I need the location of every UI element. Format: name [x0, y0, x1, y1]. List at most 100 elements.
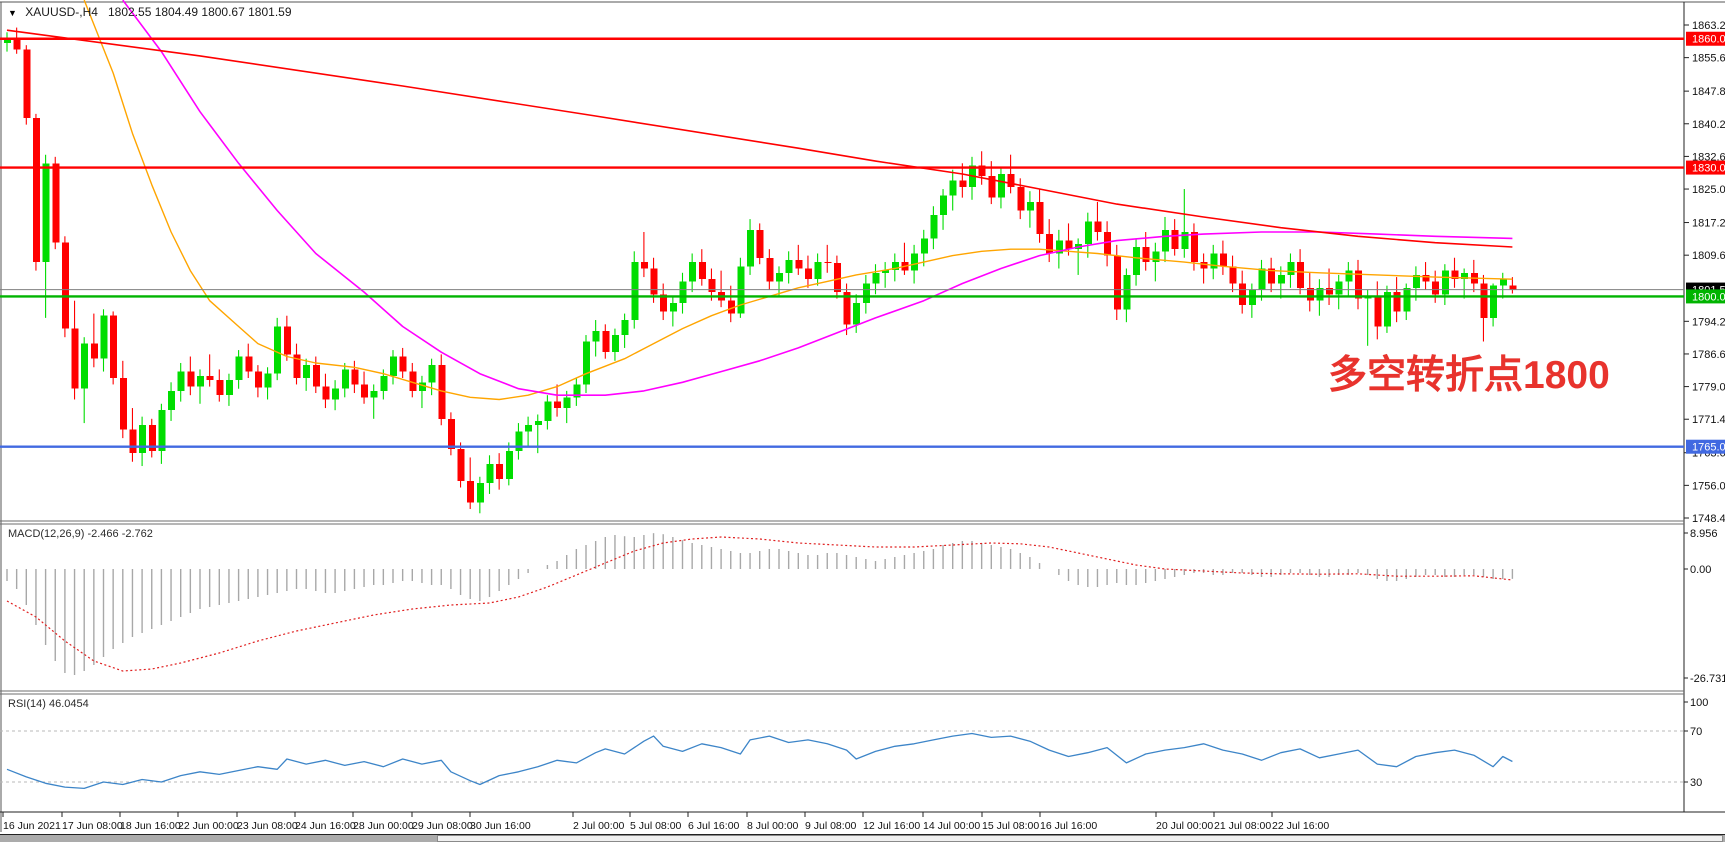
candle-body [235, 356, 243, 381]
candle-body [13, 37, 21, 50]
candle-body [1335, 281, 1343, 295]
candle-body [1239, 283, 1247, 305]
price-level-box-label: 1860.00 [1692, 34, 1725, 46]
time-tick-label: 24 Jun 16:00 [295, 820, 356, 832]
price-tick-label: 1786.60 [1692, 349, 1725, 361]
candle-body [978, 165, 986, 177]
candle-body [293, 354, 301, 378]
candle-body [1432, 281, 1440, 295]
candle-body [1152, 251, 1160, 263]
scrollbar-thumb[interactable] [437, 835, 1723, 842]
ma-long-red [6, 29, 1513, 248]
candle-body [1297, 262, 1305, 288]
candle-body [1277, 274, 1285, 284]
candle-body [853, 302, 861, 325]
candle-body [322, 386, 330, 400]
candle-body [1094, 221, 1102, 232]
candle-body [1461, 272, 1469, 280]
candle-body [341, 369, 349, 389]
price-tick-label: 1840.20 [1692, 119, 1725, 131]
candle-body [496, 463, 504, 479]
price-level-box-label: 1800.00 [1692, 291, 1725, 303]
time-tick-label: 17 Jun 08:00 [62, 820, 123, 832]
candle-body [71, 328, 79, 389]
candle-body [631, 262, 639, 321]
candle-body [708, 279, 716, 293]
candle-body [727, 300, 735, 314]
candle-body [650, 268, 658, 295]
candle-body [573, 384, 581, 398]
candle-body [303, 365, 311, 378]
candle-body [457, 448, 465, 482]
candle-body [997, 174, 1005, 198]
candle-body [1036, 201, 1044, 235]
price-level-box-label: 1830.00 [1692, 163, 1725, 175]
candle-body [747, 229, 755, 267]
candle-body [380, 375, 388, 391]
candle-body [1007, 174, 1015, 187]
candle-body [843, 292, 851, 325]
candle-body [1084, 221, 1092, 245]
candle-body [1123, 274, 1131, 310]
time-tick-label: 18 Jun 16:00 [120, 820, 181, 832]
candle-body [1258, 268, 1266, 290]
candle-body [862, 283, 870, 303]
price-tick-label: 1817.20 [1692, 218, 1725, 230]
price-level-box [1686, 160, 1725, 175]
time-tick-label: 21 Jul 08:00 [1214, 820, 1271, 832]
candle-body [1374, 296, 1382, 327]
candle-body [824, 262, 832, 264]
candle-body [534, 420, 542, 426]
candle-body [245, 356, 253, 372]
candle-body [129, 429, 137, 454]
time-tick-label: 9 Jul 08:00 [805, 820, 857, 832]
ma-mid-magenta [122, 0, 1513, 396]
candle-body [351, 369, 359, 385]
candle-body [911, 253, 919, 271]
candle-body [1046, 234, 1054, 254]
candle-body [882, 269, 890, 273]
candle-body [32, 118, 40, 263]
candle-body [544, 401, 552, 421]
time-tick-label: 23 Jun 08:00 [237, 820, 298, 832]
candle-body [988, 176, 996, 198]
candle-body [1287, 262, 1295, 275]
price-tick-label: 1748.40 [1692, 513, 1725, 525]
candle-body [148, 425, 156, 452]
candle-body [4, 37, 11, 44]
candle-body [940, 195, 948, 215]
candle-body [698, 262, 706, 280]
candle-body [312, 365, 320, 387]
candle-body [139, 425, 147, 454]
candle-body [1499, 279, 1507, 286]
time-tick-label: 12 Jul 16:00 [863, 820, 920, 832]
candle-body [447, 418, 455, 449]
candle-body [390, 356, 397, 376]
candle-body [1219, 253, 1227, 267]
price-level-box [1686, 31, 1725, 46]
candle-body [428, 365, 436, 383]
candle-body [766, 257, 774, 282]
rsi-axis-label: 70 [1690, 726, 1702, 738]
candle-body [1451, 270, 1459, 280]
price-tick-label: 1855.60 [1692, 53, 1725, 65]
time-tick-label: 16 Jun 2021 [3, 820, 61, 832]
candle-body [42, 163, 50, 263]
time-tick-label: 20 Jul 00:00 [1156, 820, 1213, 832]
candle-body [1316, 287, 1324, 301]
candle-body [505, 451, 513, 479]
candle-body [1383, 292, 1391, 327]
candle-body [795, 259, 803, 269]
candle-body [949, 180, 957, 196]
candle-body [1026, 201, 1034, 211]
candle-body [52, 163, 60, 243]
candle-body [1509, 285, 1517, 290]
candle-body [100, 315, 108, 359]
horizontal-scrollbar[interactable] [0, 834, 1725, 842]
candle-body [1181, 231, 1189, 250]
candle-body [158, 410, 166, 452]
candle-body [264, 373, 272, 388]
chart-title: ▼ XAUUSD-,H4 1802.55 1804.49 1800.67 180… [8, 5, 292, 19]
symbol-dropdown-icon[interactable]: ▼ [8, 8, 17, 18]
